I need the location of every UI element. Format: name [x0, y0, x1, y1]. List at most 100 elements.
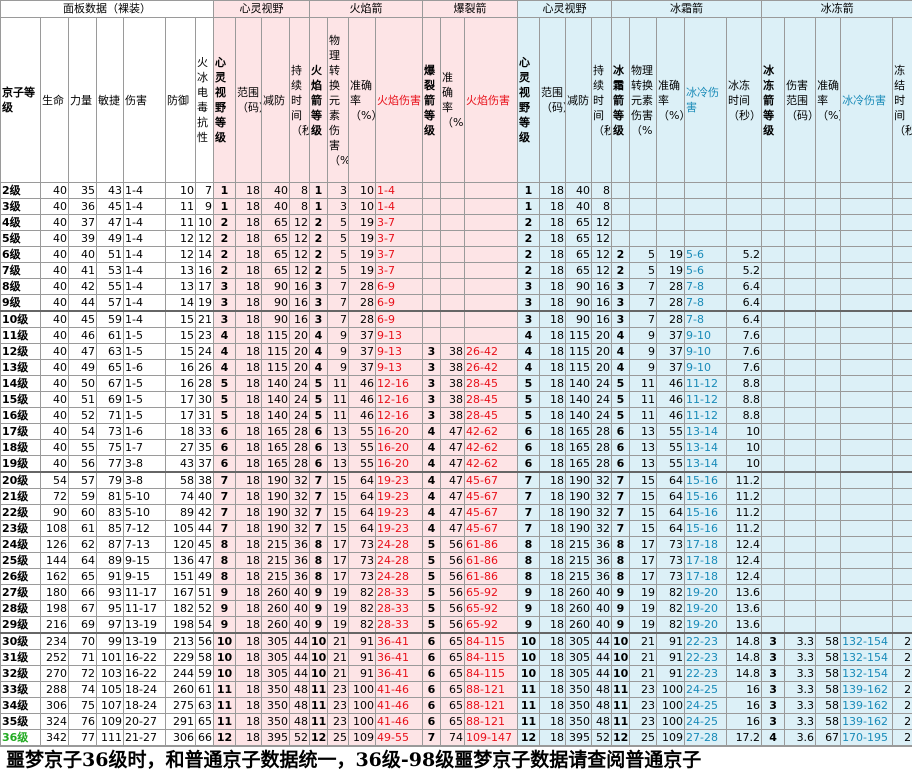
table-row: 21级 72 59 81 5-10 74 40 7 18 190 32 7 15 64 19-23 4 47 45… [0, 488, 912, 505]
table-row: 10级 40 45 59 1-4 15 21 3 18 90 16 3 7 28 6-9 3 18 90 16 3 7 2… [0, 310, 912, 328]
table-cell: 18 [539, 439, 566, 456]
table-cell: 28-33 [375, 600, 423, 617]
table-cell: 180 [40, 584, 69, 601]
table-cell: 41 [68, 262, 97, 279]
table-cell: 40 [261, 198, 290, 215]
table-cell: 18 [539, 262, 566, 279]
table-cell: 3 [761, 713, 786, 730]
table-cell: 40 [40, 327, 69, 344]
table-cell: 40 [40, 230, 69, 247]
table-row: 24级 126 62 87 7-13 120 45 8 18 215 36 8 17 73 24-28 5 56… [0, 536, 912, 553]
empty-cell [815, 552, 842, 569]
empty-cell [440, 246, 465, 263]
table-cell: 306 [165, 729, 196, 746]
table-cell: 190 [565, 471, 592, 489]
column-header: 范围（码） [539, 17, 566, 183]
table-cell: 3.6 [784, 729, 817, 746]
table-cell: 49 [195, 568, 214, 585]
empty-cell [840, 423, 894, 440]
table-cell: 49 [68, 359, 97, 376]
table-cell: 64 [656, 488, 685, 505]
table-cell: 18 [539, 600, 566, 617]
table-cell: 17 [165, 407, 196, 424]
column-header: 敏捷 [96, 17, 124, 183]
table-cell: 55 [656, 439, 685, 456]
empty-cell [892, 600, 912, 617]
table-cell: 88-121 [464, 713, 518, 730]
table-cell: 7-8 [684, 294, 727, 312]
table-cell: 3 [517, 310, 540, 328]
column-header: 火冰电毒抗性 [195, 17, 214, 183]
table-cell: 18 [539, 632, 566, 650]
empty-cell [784, 568, 817, 585]
table-cell: 13 [165, 262, 196, 279]
empty-cell [840, 214, 894, 231]
table-cell: 7 [195, 182, 214, 199]
column-header: 伤害范围（码） [784, 17, 817, 183]
table-cell: 26 [195, 359, 214, 376]
table-cell: 40 [40, 214, 69, 231]
table-cell: 1-4 [123, 246, 166, 263]
table-cell: 2 [892, 697, 912, 714]
empty-cell [815, 536, 842, 553]
table-cell: 42-62 [464, 455, 518, 473]
table-cell: 77 [96, 455, 124, 473]
empty-cell [440, 198, 465, 215]
table-cell: 132-154 [840, 649, 894, 666]
table-cell: 9 [309, 616, 328, 634]
table-cell: 38 [440, 391, 465, 408]
empty-cell [761, 246, 786, 263]
table-cell: 65 [261, 214, 290, 231]
empty-cell [629, 230, 657, 247]
table-cell: 190 [261, 488, 290, 505]
table-cell: 3.3 [784, 632, 817, 650]
table-cell: 270 [40, 665, 69, 682]
empty-cell [422, 310, 441, 328]
table-cell: 71 [96, 407, 124, 424]
table-cell: 215 [565, 536, 592, 553]
table-cell: 5 [611, 391, 630, 408]
table-cell: 16-20 [375, 423, 423, 440]
table-cell: 13.6 [725, 584, 763, 601]
table-row: 29级 216 69 97 13-19 198 54 9 18 260 40 9 19 82 28-33 5 5… [0, 616, 912, 634]
table-row: 19级 40 56 77 3-8 43 37 6 18 165 28 6 13 55 16-20 4 47 42-… [0, 455, 912, 473]
table-cell: 1 [213, 198, 236, 215]
empty-cell [815, 568, 842, 585]
column-header: 准确率（%） [815, 17, 842, 183]
table-cell: 10 [725, 439, 763, 456]
empty-cell [440, 230, 465, 247]
table-cell: 22级 [0, 504, 41, 521]
table-cell: 18 [539, 665, 566, 682]
table-cell: 15级 [0, 391, 41, 408]
column-header: 爆裂箭等级 [422, 17, 441, 183]
empty-cell [440, 262, 465, 279]
table-cell: 16 [165, 375, 196, 392]
empty-cell [892, 552, 912, 569]
table-cell: 23 [629, 713, 657, 730]
table-cell: 3 [422, 375, 441, 392]
table-cell: 19-23 [375, 520, 423, 537]
table-cell: 11 [611, 697, 630, 714]
table-cell: 14级 [0, 375, 41, 392]
table-cell: 12 [289, 246, 310, 263]
table-row: 11级 40 46 61 1-5 15 23 4 18 115 20 4 9 37 9-13 4 18 115 20… [0, 327, 912, 344]
table-cell: 40 [195, 488, 214, 505]
table-cell: 115 [261, 359, 290, 376]
empty-cell [761, 214, 786, 231]
table-cell: 100 [348, 681, 376, 698]
table-cell: 30级 [0, 632, 41, 650]
table-cell: 44 [195, 520, 214, 537]
table-cell: 5 [422, 568, 441, 585]
table-cell: 35级 [0, 713, 41, 730]
table-cell: 6 [213, 439, 236, 456]
table-cell: 2 [611, 262, 630, 279]
table-cell: 18 [539, 471, 566, 489]
table-cell: 18 [235, 182, 262, 199]
empty-cell [422, 278, 441, 295]
table-cell: 3 [761, 681, 786, 698]
empty-cell [892, 230, 912, 247]
table-cell: 5 [611, 375, 630, 392]
table-cell: 8.8 [725, 391, 763, 408]
table-cell: 260 [565, 600, 592, 617]
table-cell: 34级 [0, 697, 41, 714]
